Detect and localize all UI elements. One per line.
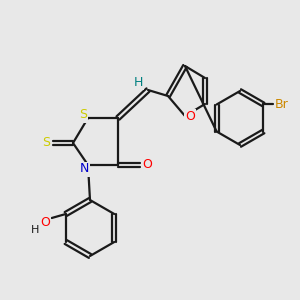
Text: S: S [79,109,87,122]
Text: O: O [40,217,50,230]
Text: H: H [31,225,39,235]
Text: O: O [142,158,152,172]
Text: Br: Br [274,98,288,111]
Text: H: H [133,76,143,88]
Text: S: S [42,136,50,149]
Text: O: O [185,110,195,122]
Text: N: N [79,163,89,176]
